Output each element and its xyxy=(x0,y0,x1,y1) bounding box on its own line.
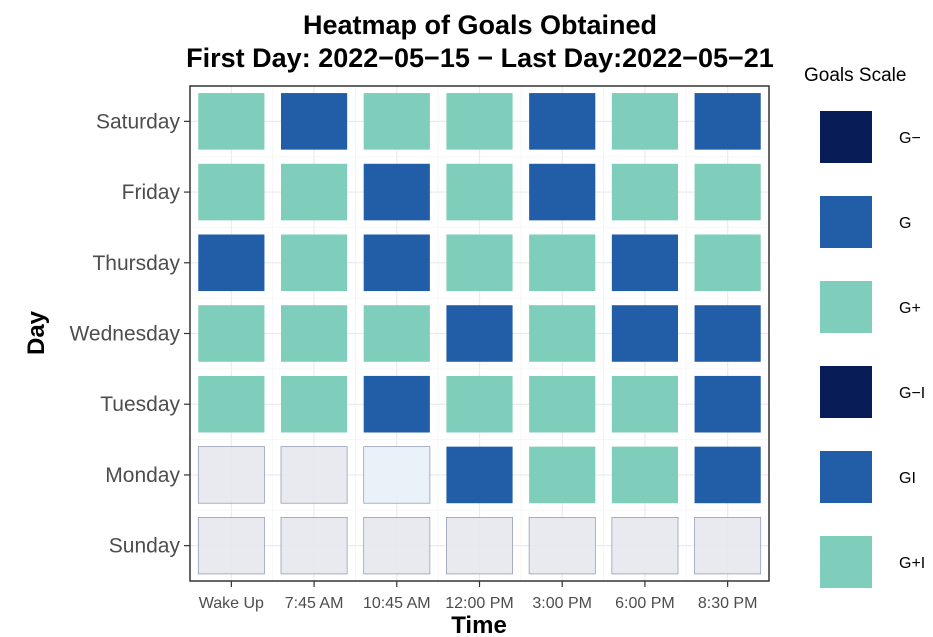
legend-label: G−I xyxy=(899,385,925,402)
heatmap-cell xyxy=(363,305,430,362)
x-tick-label: 3:00 PM xyxy=(532,595,592,612)
x-tick-label: 8:30 PM xyxy=(698,595,758,612)
x-axis-title: Time xyxy=(451,612,507,637)
y-tick-label: Wednesday xyxy=(69,323,180,346)
legend-title: Goals Scale xyxy=(804,65,906,86)
legend-label: G+I xyxy=(899,555,925,572)
legend: G− G G+ G−I GI G+I xyxy=(820,111,925,588)
legend-key xyxy=(820,536,872,588)
heatmap-cell xyxy=(198,234,265,292)
heatmap-cell xyxy=(529,93,596,150)
heatmap-cell-empty xyxy=(197,446,265,504)
heatmap-cells xyxy=(197,93,762,575)
legend-label: G xyxy=(899,215,911,232)
heatmap-cell xyxy=(529,305,596,362)
heatmap-cell xyxy=(363,163,430,221)
heatmap-cell xyxy=(446,163,513,221)
heatmap-cell xyxy=(529,375,596,433)
heatmap-cell-empty xyxy=(280,517,348,575)
x-tick-label: 10:45 AM xyxy=(363,595,431,612)
legend-label: G− xyxy=(899,130,921,147)
heatmap-cell xyxy=(363,375,430,433)
heatmap-cell-empty xyxy=(363,517,431,575)
legend-key xyxy=(820,366,872,418)
heatmap-cell xyxy=(694,93,761,150)
legend-label: G+ xyxy=(899,300,921,317)
heatmap-cell-empty xyxy=(694,517,762,575)
heatmap-cell xyxy=(611,305,679,362)
heatmap-cell xyxy=(446,446,513,504)
heatmap-cell-empty xyxy=(197,517,265,575)
chart-title-line-1: Heatmap of Goals Obtained xyxy=(303,10,657,40)
legend-key xyxy=(820,111,872,163)
heatmap-cell-empty xyxy=(363,446,431,504)
x-tick-label: 7:45 AM xyxy=(285,595,344,612)
heatmap-cell xyxy=(280,163,348,221)
heatmap-cell xyxy=(694,234,761,292)
heatmap-cell xyxy=(611,93,679,150)
legend-label: GI xyxy=(899,470,916,487)
heatmap-cell xyxy=(280,375,348,433)
y-tick-label: Friday xyxy=(122,181,181,204)
heatmap-cell xyxy=(529,234,596,292)
y-tick-label: Monday xyxy=(105,464,180,487)
heatmap-cell xyxy=(198,93,265,150)
heatmap-cell-empty xyxy=(528,517,596,575)
y-tick-label: Saturday xyxy=(96,110,181,133)
heatmap-cell-empty xyxy=(446,517,513,575)
heatmap-cell xyxy=(694,305,761,362)
heatmap-cell xyxy=(280,93,348,150)
heatmap-cell xyxy=(529,446,596,504)
heatmap-cell-empty xyxy=(611,517,679,575)
heatmap-cell xyxy=(198,305,265,362)
x-tick-label: 6:00 PM xyxy=(615,595,675,612)
legend-key xyxy=(820,196,872,248)
heatmap-cell xyxy=(694,375,761,433)
heatmap-cell xyxy=(363,234,430,292)
heatmap-cell xyxy=(611,375,679,433)
y-tick-label: Sunday xyxy=(109,535,181,558)
heatmap-cell xyxy=(611,163,679,221)
x-tick-label: 12:00 PM xyxy=(445,595,513,612)
heatmap-cell xyxy=(198,375,265,433)
legend-key xyxy=(820,281,872,333)
heatmap-cell xyxy=(446,234,513,292)
heatmap-cell xyxy=(611,446,679,504)
legend-key xyxy=(820,451,872,503)
heatmap-cell xyxy=(611,234,679,292)
x-tick-label: Wake Up xyxy=(199,595,264,612)
heatmap-cell xyxy=(280,305,348,362)
heatmap-cell xyxy=(694,446,761,504)
heatmap-cell xyxy=(446,375,513,433)
y-axis-title: Day xyxy=(23,310,50,355)
heatmap-cell xyxy=(198,163,265,221)
x-axis-ticks: Wake Up 7:45 AM 10:45 AM 12:00 PM 3:00 PM 6:0… xyxy=(199,581,758,612)
y-axis-ticks: Saturday Friday Thursday Wednesday Tuesday Mo… xyxy=(69,110,190,558)
heatmap-cell-empty xyxy=(280,446,348,504)
heatmap-cell xyxy=(446,305,513,362)
heatmap-cell xyxy=(363,93,430,150)
heatmap-cell xyxy=(694,163,761,221)
heatmap-cell xyxy=(280,234,348,292)
chart-title-line-2: First Day: 2022−05−15 − Last Day:2022−05… xyxy=(186,43,774,73)
y-tick-label: Tuesday xyxy=(100,393,180,416)
heatmap-cell xyxy=(446,93,513,150)
heatmap-cell xyxy=(529,163,596,221)
y-tick-label: Thursday xyxy=(92,252,180,275)
